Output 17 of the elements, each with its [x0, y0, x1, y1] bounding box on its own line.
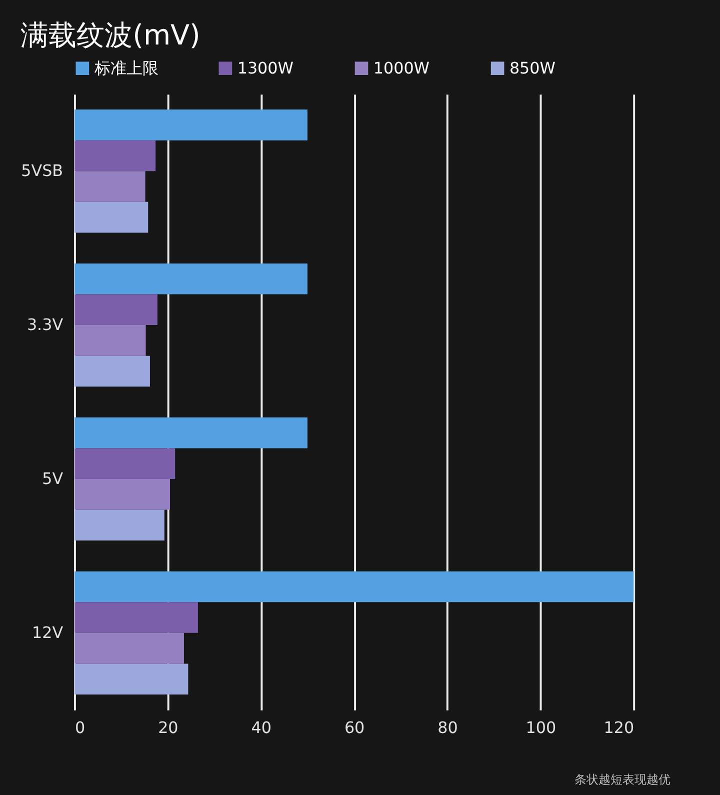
legend-label: 1000W: [373, 58, 430, 78]
x-tick-label: 100: [526, 718, 556, 738]
x-tick-label: 40: [251, 718, 272, 738]
y-tick-label: 5VSB: [21, 161, 64, 180]
chart-title: 满载纹波(mV): [20, 18, 200, 52]
y-tick-label: 3.3V: [26, 315, 64, 334]
x-tick-label: 80: [438, 718, 458, 738]
legend-label: 850W: [509, 58, 556, 78]
legend-label: 标准上限: [93, 58, 158, 78]
x-tick-label: 0: [74, 718, 86, 738]
legend-label: 1300W: [237, 58, 294, 78]
x-tick-label: 60: [344, 718, 365, 738]
y-tick-label: 5V: [42, 468, 64, 488]
text: 条状越短表现越优: [574, 772, 670, 786]
y-tick-label: 12V: [32, 622, 64, 642]
x-tick-label: 20: [158, 718, 178, 738]
x-tick-label: 120: [604, 718, 634, 738]
